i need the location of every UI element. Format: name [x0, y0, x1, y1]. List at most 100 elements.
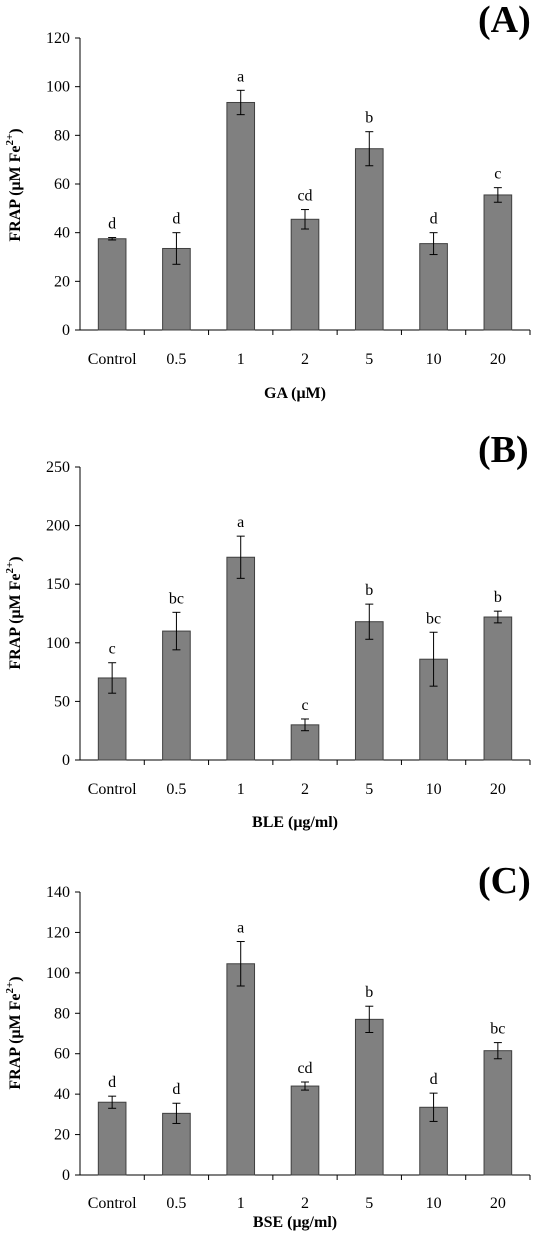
- x-axis-title: BLE (μg/ml): [252, 814, 338, 831]
- significance-letter: d: [172, 211, 180, 228]
- y-tick-label: 120: [46, 30, 70, 47]
- x-tick-label: 20: [490, 351, 506, 368]
- y-tick-label: 150: [46, 576, 70, 593]
- significance-letter: bc: [426, 610, 441, 627]
- significance-letter: b: [365, 582, 373, 599]
- panel-label: (B): [478, 429, 529, 471]
- x-axis-title: GA (μM): [264, 385, 326, 402]
- significance-letter: c: [109, 641, 116, 658]
- y-axis-title-superscript: 2+: [4, 134, 16, 146]
- bar: [354, 148, 384, 331]
- y-axis-title-superscript: 2+: [4, 562, 16, 574]
- x-tick-label: Control: [88, 351, 137, 368]
- chart-panel-1: (A) 0 20 40 60 80 100 120 d Control d 0.5 a 1 cd 2 b 5 d 10…: [4, 0, 531, 402]
- y-tick-label: 60: [54, 1046, 70, 1063]
- significance-letter: d: [172, 1081, 180, 1098]
- significance-letter: b: [365, 110, 373, 127]
- x-tick-label: 5: [365, 1195, 373, 1212]
- y-tick-label: 100: [46, 635, 70, 652]
- y-tick-label: 20: [54, 273, 70, 290]
- significance-letter: bc: [490, 1021, 505, 1038]
- y-tick-label: 60: [54, 176, 70, 193]
- x-tick-label: 5: [365, 351, 373, 368]
- bar: [483, 194, 513, 331]
- significance-letter: d: [430, 211, 438, 228]
- significance-letter: d: [108, 1074, 116, 1091]
- x-axis-title: BSE (μg/ml): [253, 1214, 337, 1231]
- significance-letter: c: [301, 697, 308, 714]
- y-tick-label: 0: [62, 1167, 70, 1184]
- x-tick-label: 2: [301, 781, 309, 798]
- significance-letter: bc: [169, 590, 184, 607]
- y-tick-label: 100: [46, 965, 70, 982]
- bar: [354, 1018, 384, 1176]
- x-tick-label: 0.5: [166, 781, 186, 798]
- x-tick-label: 2: [301, 351, 309, 368]
- bar: [97, 1101, 127, 1176]
- bar: [226, 963, 256, 1176]
- bar: [226, 556, 256, 761]
- significance-letter: c: [494, 166, 501, 183]
- bar: [290, 218, 320, 331]
- x-tick-label: Control: [88, 1195, 137, 1212]
- x-tick-label: 0.5: [166, 1195, 186, 1212]
- x-tick-label: Control: [88, 781, 137, 798]
- x-tick-label: 20: [490, 1195, 506, 1212]
- y-tick-label: 0: [62, 752, 70, 769]
- bar: [162, 247, 191, 331]
- y-axis-title-superscript: 2+: [4, 982, 16, 994]
- significance-letter: cd: [297, 188, 312, 205]
- significance-letter: cd: [297, 1060, 312, 1077]
- bar: [483, 616, 513, 761]
- x-tick-label: 1: [237, 1195, 245, 1212]
- significance-letter: b: [365, 984, 373, 1001]
- y-tick-label: 80: [54, 127, 70, 144]
- y-axis-title-end: ): [7, 976, 24, 981]
- chart-panel-3: (C) 0 20 40 60 80 100 120 140 d Control d 0.5 a 1 cd 2 b 5…: [4, 860, 531, 1231]
- y-tick-label: 40: [54, 1086, 70, 1103]
- significance-letter: a: [237, 920, 244, 937]
- x-tick-label: 10: [426, 351, 442, 368]
- y-axis-title: FRAP (μM Fe2+): [4, 556, 24, 669]
- y-tick-label: 0: [62, 322, 70, 339]
- bar: [226, 101, 256, 331]
- y-tick-label: 120: [46, 924, 70, 941]
- significance-letter: a: [237, 68, 244, 85]
- y-tick-label: 40: [54, 225, 70, 242]
- y-tick-label: 80: [54, 1005, 70, 1022]
- bar: [483, 1050, 513, 1176]
- y-axis-title-end: ): [7, 128, 24, 133]
- bar: [419, 243, 448, 331]
- x-tick-label: 20: [490, 781, 506, 798]
- chart-panel-2: (B) 0 50 100 150 200 250 c Control bc 0.5 a 1 c 2 b 5 bc 1…: [4, 429, 531, 831]
- significance-letter: b: [494, 589, 502, 606]
- y-axis-title-main: FRAP (μM Fe: [7, 573, 24, 669]
- bar: [97, 238, 127, 331]
- y-tick-label: 100: [46, 79, 70, 96]
- x-tick-label: 1: [237, 781, 245, 798]
- significance-letter: d: [430, 1071, 438, 1088]
- y-tick-label: 20: [54, 1127, 70, 1144]
- y-tick-label: 50: [54, 693, 70, 710]
- y-axis-title: FRAP (μM Fe2+): [4, 128, 24, 241]
- x-tick-label: 10: [426, 781, 442, 798]
- panel-label: (A): [478, 0, 531, 41]
- y-axis-title-main: FRAP (μM Fe: [7, 145, 24, 241]
- y-tick-label: 250: [46, 459, 70, 476]
- x-tick-label: 5: [365, 781, 373, 798]
- x-tick-label: 1: [237, 351, 245, 368]
- x-tick-label: 2: [301, 1195, 309, 1212]
- y-axis-title: FRAP (μM Fe2+): [4, 976, 24, 1089]
- x-tick-label: 10: [426, 1195, 442, 1212]
- significance-letter: a: [237, 514, 244, 531]
- y-axis-title-end: ): [7, 556, 24, 561]
- significance-letter: d: [108, 216, 116, 233]
- x-tick-label: 0.5: [166, 351, 186, 368]
- bar: [162, 630, 191, 761]
- panel-label: (C): [478, 860, 531, 902]
- y-axis-title-main: FRAP (μM Fe: [7, 993, 24, 1089]
- bar: [290, 1085, 320, 1176]
- y-tick-label: 140: [46, 884, 70, 901]
- y-tick-label: 200: [46, 518, 70, 535]
